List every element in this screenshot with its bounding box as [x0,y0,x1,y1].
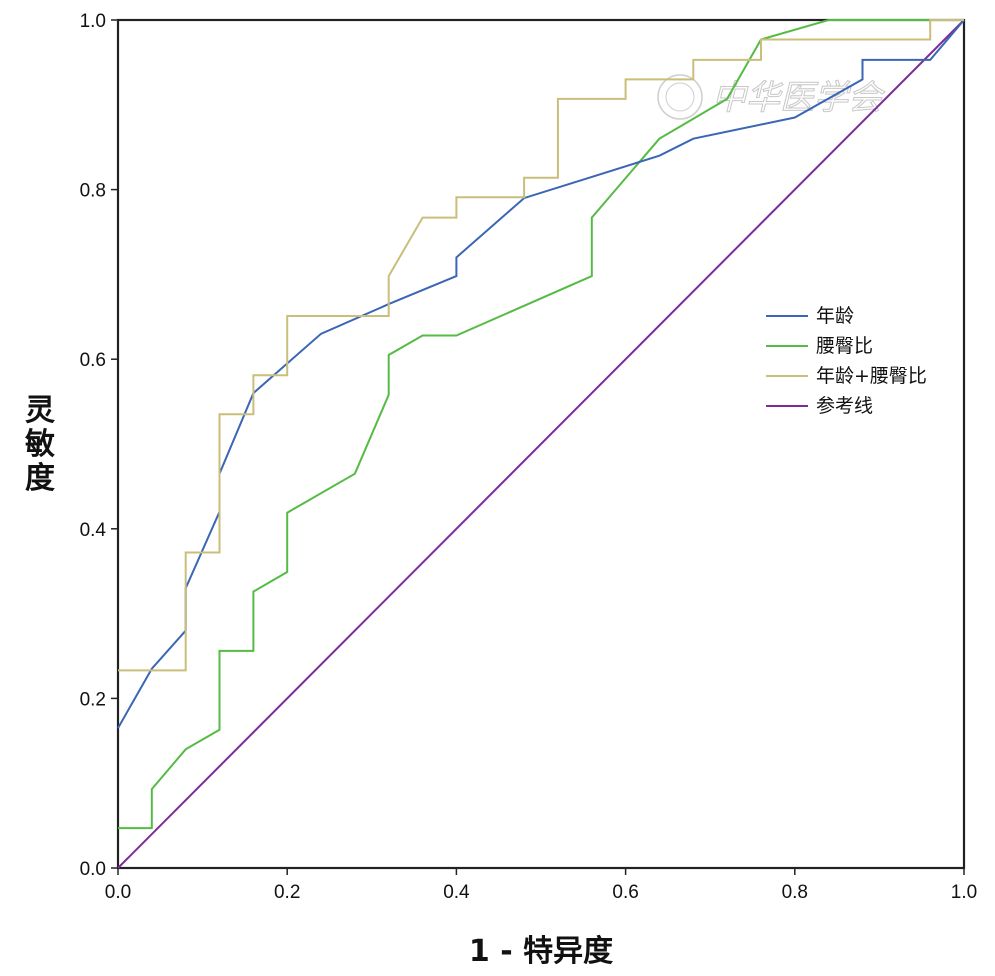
axes [116,18,966,870]
y-tick-label: 0.6 [80,350,106,371]
plot-frame [116,18,966,870]
x-tick-label: 0.0 [105,882,131,903]
legend-label: 年龄 [816,305,854,327]
series-line-1 [118,19,964,830]
y-tick-label: 0.2 [80,689,106,710]
x-axis-title: 1 - 特异度 [469,934,613,969]
watermark-seal-inner-icon [665,82,695,112]
y-tick-label: 1.0 [80,11,106,32]
y-tick-label: 0.0 [80,859,106,880]
series-line-2 [118,19,964,672]
watermark-text: 中华医学会 [712,78,886,118]
series-line-0 [117,19,965,729]
legend-label: 腰臀比 [816,335,873,357]
x-tick-label: 0.4 [443,882,470,903]
series-layer [117,19,965,869]
y-tick-label: 0.4 [80,520,107,541]
x-tick-label: 0.2 [274,882,300,903]
x-tick-label: 1.0 [951,882,977,903]
watermark-seal-icon [657,74,703,120]
tick-layer: 0.0 0.2 0.4 0.6 0.8 1.0 0.0 0.2 0.4 0.6 0.8 1.0 [80,11,978,903]
watermark: 中华医学会 [657,74,886,120]
y-tick-label: 0.8 [80,181,106,202]
x-tick-label: 0.6 [612,882,638,903]
legend-label: 年龄+腰臀比 [816,365,927,387]
series-line-3 [117,19,965,869]
y-axis-title: 灵敏度 [25,393,55,496]
legend-label: 参考线 [816,395,873,417]
x-tick-label: 0.8 [782,882,808,903]
